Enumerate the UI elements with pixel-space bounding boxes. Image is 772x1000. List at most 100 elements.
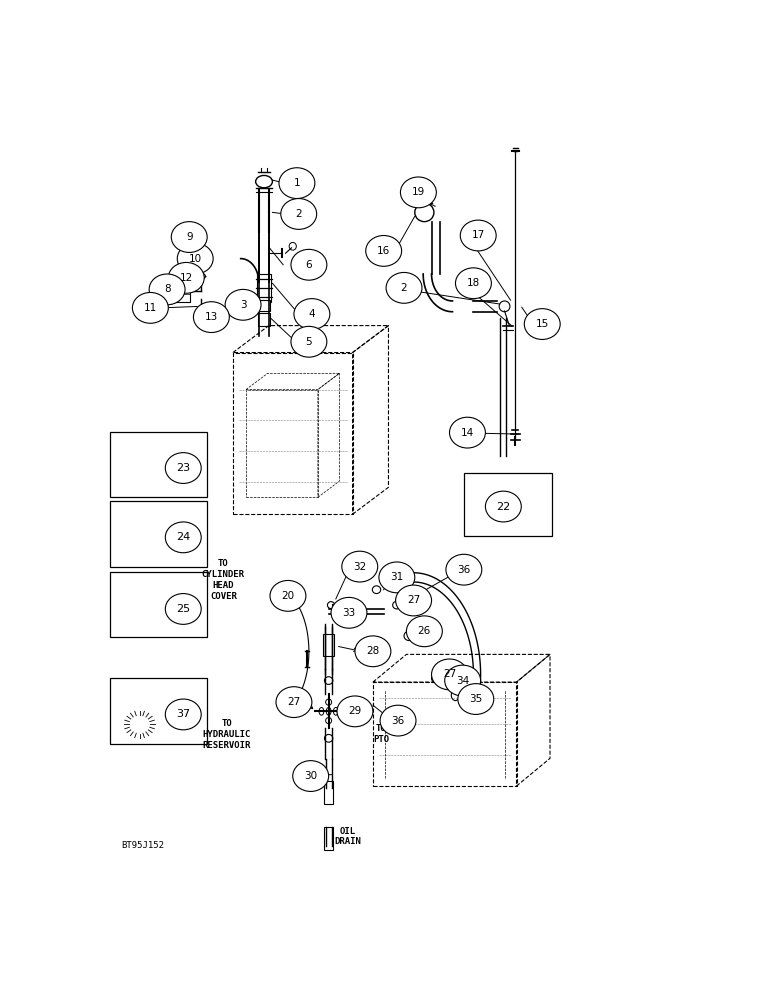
Ellipse shape [225, 289, 261, 320]
Ellipse shape [432, 659, 468, 690]
Text: 14: 14 [461, 428, 474, 438]
Bar [324, 781, 334, 804]
Text: 36: 36 [457, 565, 470, 575]
Ellipse shape [460, 220, 496, 251]
Text: 11: 11 [144, 303, 157, 313]
Ellipse shape [256, 175, 273, 188]
Bar [257, 274, 271, 302]
Ellipse shape [327, 602, 334, 609]
Text: 3: 3 [240, 300, 246, 310]
Ellipse shape [276, 687, 312, 718]
Ellipse shape [524, 309, 560, 339]
Bar [323, 634, 334, 656]
Circle shape [195, 235, 204, 247]
Text: 13: 13 [205, 312, 218, 322]
Ellipse shape [133, 292, 168, 323]
Text: 31: 31 [390, 572, 404, 582]
Text: TO
HYDRAULIC
RESERVOIR: TO HYDRAULIC RESERVOIR [203, 719, 251, 750]
Bar [258, 312, 270, 326]
Ellipse shape [406, 616, 442, 647]
Bar [110, 501, 207, 567]
Ellipse shape [401, 177, 436, 208]
Bar [464, 473, 553, 536]
Ellipse shape [404, 631, 414, 641]
Text: 37: 37 [176, 709, 191, 719]
Ellipse shape [445, 665, 481, 696]
Text: 1: 1 [293, 178, 300, 188]
Ellipse shape [326, 699, 332, 705]
Text: 15: 15 [536, 319, 549, 329]
Ellipse shape [331, 597, 367, 628]
Text: 23: 23 [176, 463, 191, 473]
Text: 9: 9 [186, 232, 192, 242]
Bar [324, 827, 334, 850]
Ellipse shape [396, 596, 405, 605]
Ellipse shape [415, 203, 434, 222]
Text: 5: 5 [306, 337, 312, 347]
Ellipse shape [396, 585, 432, 616]
Ellipse shape [379, 562, 415, 593]
Text: 36: 36 [391, 716, 405, 726]
Text: 30: 30 [304, 771, 317, 781]
Text: 4: 4 [309, 309, 315, 319]
Bar [258, 300, 270, 311]
Text: 17: 17 [472, 231, 485, 240]
Text: 19: 19 [411, 187, 425, 197]
Text: 8: 8 [164, 284, 171, 294]
Ellipse shape [281, 199, 317, 229]
Ellipse shape [499, 301, 510, 312]
Ellipse shape [324, 677, 333, 684]
Text: 27: 27 [443, 669, 456, 679]
Text: TO
PTO: TO PTO [373, 724, 389, 744]
Ellipse shape [194, 302, 229, 333]
Text: 28: 28 [366, 646, 380, 656]
Ellipse shape [372, 586, 381, 594]
Text: BT95J152: BT95J152 [122, 841, 164, 850]
Ellipse shape [334, 708, 338, 715]
Text: 29: 29 [348, 706, 361, 716]
Ellipse shape [446, 680, 455, 687]
Ellipse shape [279, 168, 315, 199]
Text: 26: 26 [418, 626, 431, 636]
Ellipse shape [319, 708, 324, 715]
Text: 20: 20 [281, 591, 295, 601]
Ellipse shape [168, 262, 204, 293]
Bar [168, 281, 190, 302]
Ellipse shape [294, 299, 330, 329]
Text: 27: 27 [407, 595, 420, 605]
Ellipse shape [165, 453, 201, 483]
Ellipse shape [291, 326, 327, 357]
Text: 25: 25 [176, 604, 191, 614]
Ellipse shape [327, 708, 331, 715]
Bar [198, 251, 205, 269]
Ellipse shape [386, 272, 422, 303]
Text: 10: 10 [188, 254, 201, 264]
Ellipse shape [171, 222, 207, 252]
Text: OIL
DRAIN: OIL DRAIN [334, 827, 361, 846]
Text: 6: 6 [306, 260, 312, 270]
Ellipse shape [380, 705, 416, 736]
Ellipse shape [438, 671, 446, 678]
Ellipse shape [486, 491, 521, 522]
Text: TO
CYLINDER
HEAD
COVER: TO CYLINDER HEAD COVER [201, 559, 245, 601]
Text: 32: 32 [353, 562, 367, 572]
Ellipse shape [458, 684, 494, 714]
Text: 2: 2 [296, 209, 302, 219]
Ellipse shape [449, 417, 486, 448]
Ellipse shape [165, 594, 201, 624]
Ellipse shape [342, 551, 378, 582]
Ellipse shape [446, 554, 482, 585]
Bar [110, 678, 207, 744]
Ellipse shape [199, 275, 203, 278]
Text: 12: 12 [180, 273, 193, 283]
Ellipse shape [178, 243, 213, 274]
Ellipse shape [290, 242, 296, 250]
Ellipse shape [455, 268, 492, 299]
Circle shape [452, 690, 459, 701]
Ellipse shape [149, 274, 185, 305]
Ellipse shape [270, 580, 306, 611]
Text: 2: 2 [401, 283, 408, 293]
Text: 35: 35 [469, 694, 482, 704]
Ellipse shape [165, 699, 201, 730]
Bar [110, 432, 207, 497]
